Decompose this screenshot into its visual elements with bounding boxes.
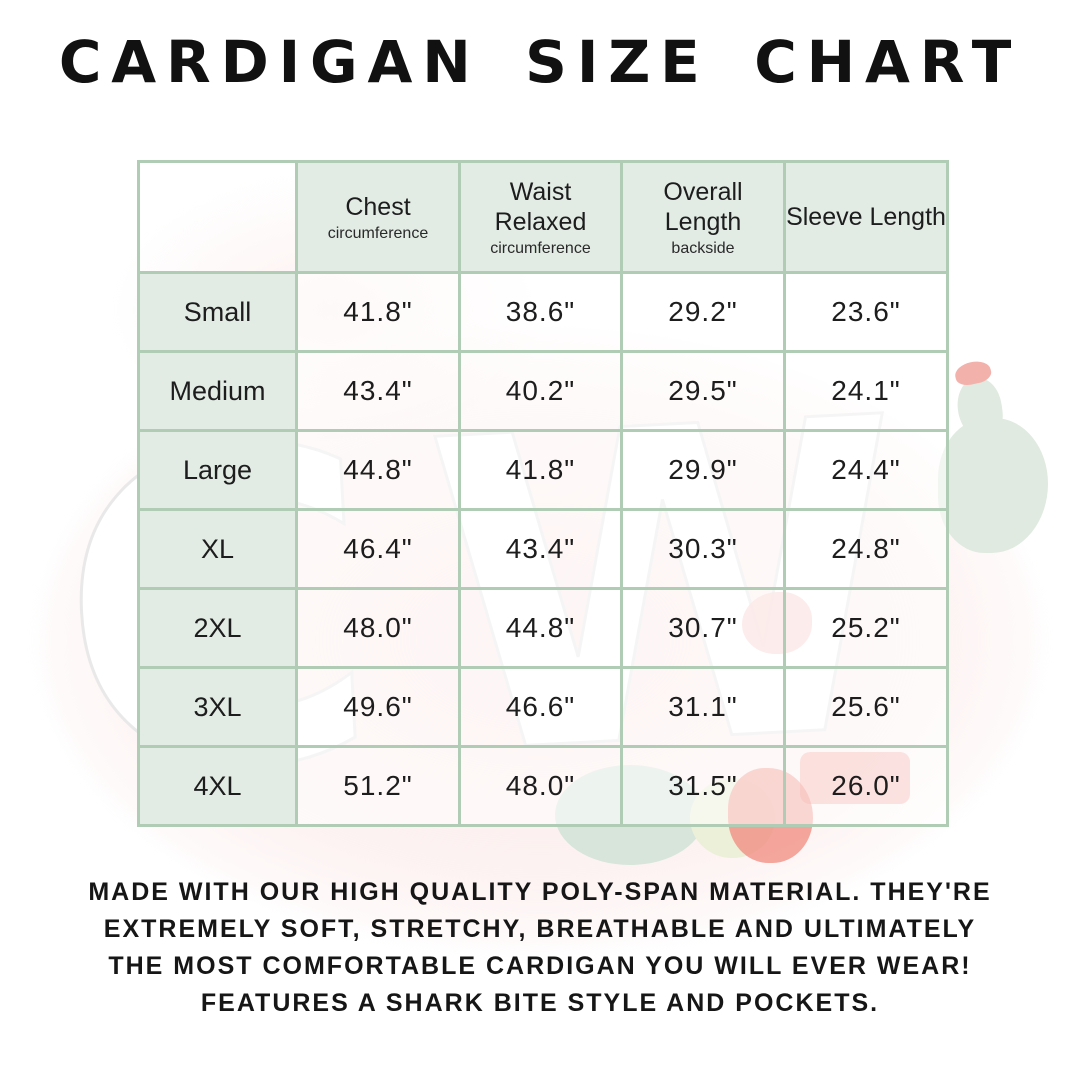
table-row-medium: Medium 43.4" 40.2" 29.5" 24.1"	[137, 350, 949, 432]
length-value: 30.3"	[620, 508, 786, 590]
product-description: MADE WITH OUR HIGH QUALITY POLY-SPAN MAT…	[0, 874, 1080, 1022]
header-row: Chest circumference Waist Relaxed circum…	[137, 160, 949, 274]
waist-value: 43.4"	[458, 508, 623, 590]
length-value: 29.5"	[620, 350, 786, 432]
column-header-sublabel: circumference	[327, 224, 429, 242]
sleeve-value: 24.8"	[783, 508, 949, 590]
sleeve-value: 23.6"	[783, 271, 949, 353]
column-header-sublabel: circumference	[490, 239, 591, 257]
column-header-label: Overall Length	[663, 177, 743, 236]
sleeve-value: 24.1"	[783, 350, 949, 432]
size-label: Small	[137, 271, 298, 353]
column-header-chest: Chest circumference	[295, 160, 461, 274]
corner-blank-cell	[137, 160, 298, 274]
chest-value: 44.8"	[295, 429, 461, 511]
description-line: EXTREMELY SOFT, STRETCHY, BREATHABLE AND…	[103, 915, 977, 943]
column-header-label: Sleeve Length	[786, 203, 946, 231]
waist-value: 48.0"	[458, 745, 623, 827]
column-header-sleeve-length: Sleeve Length	[783, 160, 949, 274]
chest-value: 49.6"	[295, 666, 461, 748]
length-value: 31.1"	[620, 666, 786, 748]
length-value: 30.7"	[620, 587, 786, 669]
waist-value: 38.6"	[458, 271, 623, 353]
chest-value: 43.4"	[295, 350, 461, 432]
size-label: XL	[137, 508, 298, 590]
table-row-small: Small 41.8" 38.6" 29.2" 23.6"	[137, 271, 949, 353]
sleeve-value: 25.2"	[783, 587, 949, 669]
chest-value: 51.2"	[295, 745, 461, 827]
column-header-sublabel: backside	[671, 239, 735, 257]
waist-value: 40.2"	[458, 350, 623, 432]
table-row-xl: XL 46.4" 43.4" 30.3" 24.8"	[137, 508, 949, 590]
column-header-label: Chest	[345, 192, 411, 221]
page-title: CARDIGAN SIZE CHART	[58, 28, 1022, 96]
cactus-watermark	[953, 375, 1007, 443]
sleeve-value: 26.0"	[783, 745, 949, 827]
size-chart-table: Chest circumference Waist Relaxed circum…	[137, 160, 949, 827]
cactus-watermark	[938, 418, 1048, 553]
waist-value: 44.8"	[458, 587, 623, 669]
length-value: 29.2"	[620, 271, 786, 353]
chest-value: 46.4"	[295, 508, 461, 590]
table-row-3xl: 3XL 49.6" 46.6" 31.1" 25.6"	[137, 666, 949, 748]
table-row-4xl: 4XL 51.2" 48.0" 31.5" 26.0"	[137, 745, 949, 827]
column-header-label: Waist Relaxed	[494, 177, 587, 236]
description-line: THE MOST COMFORTABLE CARDIGAN YOU WILL E…	[108, 952, 972, 980]
waist-value: 46.6"	[458, 666, 623, 748]
size-label: Medium	[137, 350, 298, 432]
cactus-flower-watermark	[953, 358, 993, 388]
description-line: FEATURES A SHARK BITE STYLE AND POCKETS.	[200, 989, 880, 1017]
sleeve-value: 24.4"	[783, 429, 949, 511]
column-header-overall-length: Overall Length backside	[620, 160, 786, 274]
size-label: 3XL	[137, 666, 298, 748]
sleeve-value: 25.6"	[783, 666, 949, 748]
column-header-waist-relaxed: Waist Relaxed circumference	[458, 160, 623, 274]
chest-value: 48.0"	[295, 587, 461, 669]
size-label: 4XL	[137, 745, 298, 827]
length-value: 29.9"	[620, 429, 786, 511]
table-row-large: Large 44.8" 41.8" 29.9" 24.4"	[137, 429, 949, 511]
table-row-2xl: 2XL 48.0" 44.8" 30.7" 25.2"	[137, 587, 949, 669]
chest-value: 41.8"	[295, 271, 461, 353]
size-label: Large	[137, 429, 298, 511]
size-chart-table-wrap: Chest circumference Waist Relaxed circum…	[137, 160, 949, 827]
size-label: 2XL	[137, 587, 298, 669]
description-line: MADE WITH OUR HIGH QUALITY POLY-SPAN MAT…	[88, 878, 992, 906]
waist-value: 41.8"	[458, 429, 623, 511]
length-value: 31.5"	[620, 745, 786, 827]
